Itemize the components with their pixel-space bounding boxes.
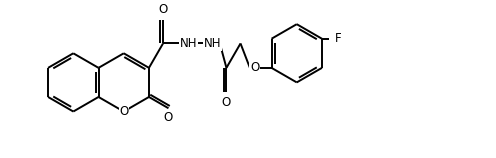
- Text: O: O: [158, 3, 168, 16]
- Text: F: F: [335, 32, 342, 45]
- Text: O: O: [250, 61, 259, 74]
- Text: NH: NH: [180, 37, 197, 50]
- Text: O: O: [222, 96, 231, 109]
- Text: NH: NH: [203, 37, 221, 50]
- Text: O: O: [164, 111, 173, 124]
- Text: O: O: [119, 105, 128, 118]
